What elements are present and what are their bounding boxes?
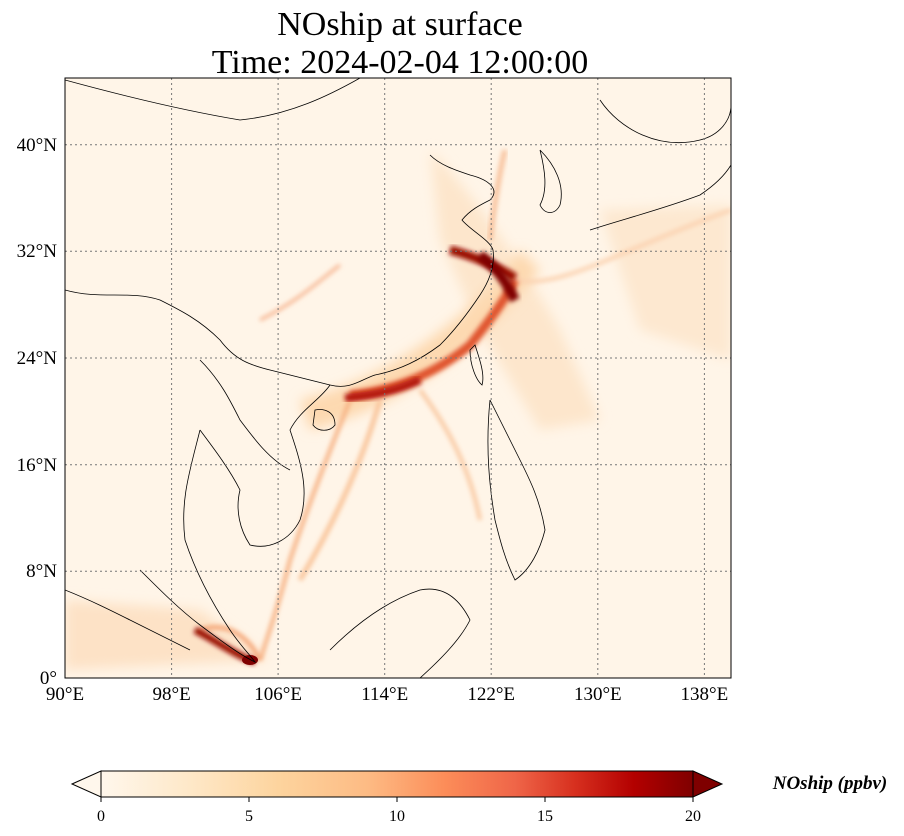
map-title-line2: Time: 2024-02-04 12:00:00: [211, 44, 589, 81]
plume-wash-malacca: [65, 600, 270, 670]
lat-tick-label: 0°: [40, 668, 57, 689]
colorbar: 0 5 10 15 20 NOship (ppbv): [70, 770, 888, 825]
colorbar-tick-label: 20: [685, 808, 701, 825]
lon-tick-label: 90°E: [46, 684, 84, 705]
lon-tick-label: 130°E: [574, 684, 622, 705]
map-frame: [64, 77, 732, 679]
mongolia-border: [65, 78, 361, 121]
lon-tick-label: 98°E: [152, 684, 190, 705]
concentration-field: [65, 149, 731, 670]
colorbar-tick-label: 5: [245, 808, 253, 825]
lat-tick-label: 8°N: [26, 561, 57, 582]
colorbar-tick-label: 15: [537, 808, 553, 825]
map-title-line1: NOship at surface: [277, 6, 523, 43]
borneo-outline: [329, 588, 471, 678]
shipping-lane-strait: [199, 625, 262, 661]
colorbar-tick-label: 10: [389, 808, 405, 825]
hainan-outline: [312, 409, 336, 431]
shipping-lane-south-china-sea-mid: [297, 399, 383, 582]
lat-tick-label: 32°N: [17, 241, 58, 262]
lat-tick-label: 40°N: [17, 135, 58, 156]
lon-tick-label: 138°E: [681, 684, 729, 705]
gridlines: [65, 78, 731, 678]
shipping-lane-south-china-sea-west: [258, 399, 352, 661]
pearl-river-delta-hotspot: [344, 376, 422, 402]
colorbar-gradient: [101, 771, 693, 797]
colorbar-ticks: [100, 797, 694, 802]
lon-tick-label: 106°E: [254, 684, 302, 705]
laos-border: [199, 359, 291, 471]
lat-tick-label: 24°N: [17, 348, 58, 369]
plume-wash-pacific: [600, 205, 731, 360]
lon-tick-label: 114°E: [361, 684, 408, 705]
lat-tick-labels: 0° 8°N 16°N 24°N 32°N 40°N: [17, 135, 58, 689]
colorbar-tick-label: 0: [97, 808, 105, 825]
colorbar-title: NOship (ppbv): [772, 773, 888, 794]
malay-peninsula-coastline: [139, 429, 257, 664]
manchuria-border: [599, 99, 731, 143]
lon-tick-label: 122°E: [467, 684, 515, 705]
china-coastline: [65, 154, 495, 387]
plume-wash-coast: [300, 250, 540, 430]
lat-tick-label: 16°N: [17, 455, 58, 476]
shanghai-hotspot: [476, 251, 520, 303]
sumatra-coastline: [65, 589, 191, 651]
colorbar-extend-max: [692, 770, 724, 798]
colorbar-extend-min: [70, 770, 102, 798]
shipping-lane-yangtze: [259, 263, 341, 322]
lon-tick-labels: 90°E 98°E 106°E 114°E 122°E 130°E 138°E: [46, 684, 728, 705]
vietnam-coastline: [199, 384, 331, 547]
korea-outline: [539, 149, 562, 213]
shipping-lane-philippines: [418, 388, 482, 521]
japan-outline: [589, 164, 731, 231]
